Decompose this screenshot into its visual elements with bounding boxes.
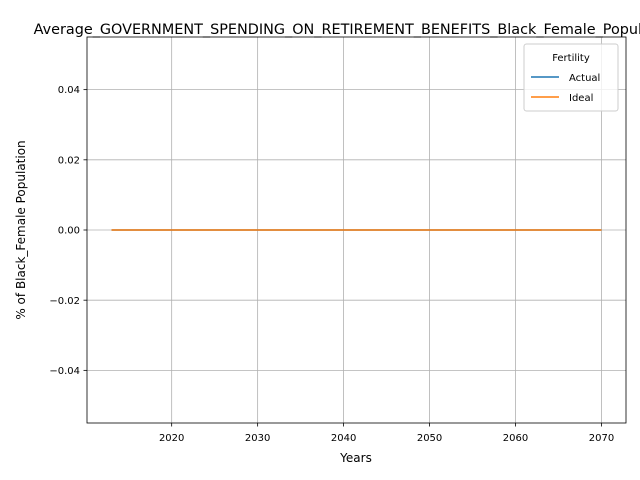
x-tick-label: 2070 bbox=[589, 433, 614, 444]
x-tick-label: 2050 bbox=[417, 433, 442, 444]
y-axis-label: % of Black_Female Population bbox=[14, 140, 28, 319]
legend-label-actual: Actual bbox=[569, 73, 600, 84]
y-tick-label: −0.04 bbox=[49, 366, 80, 377]
x-tick-label: 2040 bbox=[331, 433, 356, 444]
chart-title: Average_GOVERNMENT_SPENDING_ON_RETIREMEN… bbox=[34, 22, 640, 38]
x-tick-label: 2020 bbox=[159, 433, 184, 444]
x-axis-label: Years bbox=[339, 451, 372, 465]
legend-label-ideal: Ideal bbox=[569, 93, 593, 104]
legend-box bbox=[523, 43, 619, 112]
y-tick-label: 0.04 bbox=[58, 85, 80, 96]
legend-title: Fertility bbox=[552, 53, 590, 64]
legend: Fertility Actual Ideal bbox=[523, 43, 619, 112]
x-tick-label: 2060 bbox=[503, 433, 528, 444]
y-tick-label: 0.02 bbox=[58, 155, 80, 166]
y-tick-label: 0.00 bbox=[58, 226, 80, 237]
x-tick-label: 2030 bbox=[245, 433, 270, 444]
y-tick-label: −0.02 bbox=[49, 296, 80, 307]
